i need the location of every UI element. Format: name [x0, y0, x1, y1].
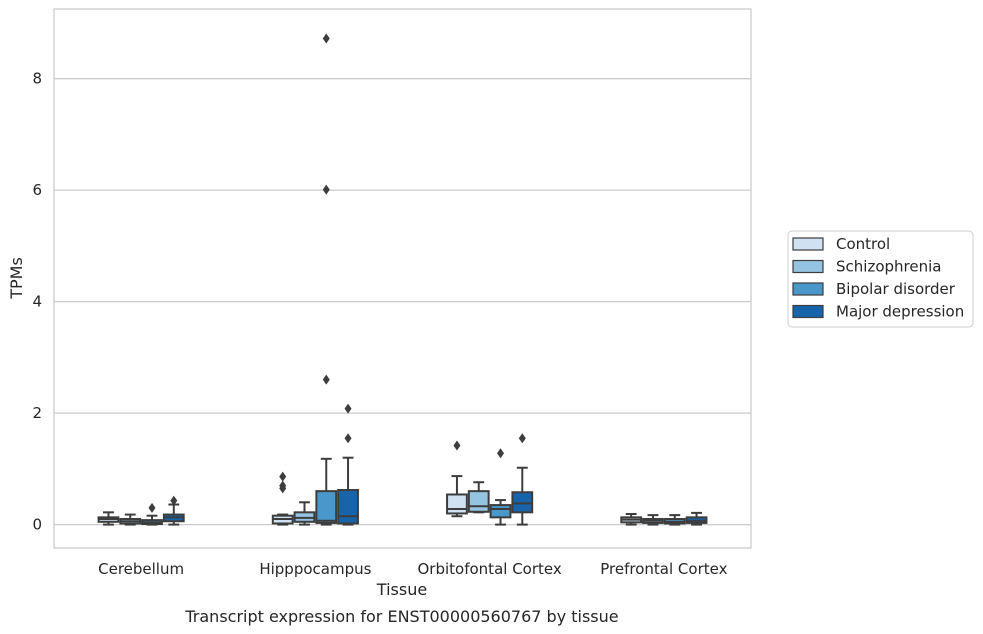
y-tick-labels: 0 2 4 6 8	[32, 70, 42, 534]
outlier-point	[322, 33, 330, 44]
grid-lines	[54, 78, 751, 526]
box-iqr	[489, 504, 512, 519]
outlier-point	[344, 403, 352, 414]
box-major-depression	[337, 403, 359, 526]
legend-swatch	[792, 282, 824, 296]
outlier-point	[279, 480, 287, 491]
box-major-depression	[511, 433, 534, 526]
outlier-point	[279, 471, 287, 482]
legend-item: Schizophrenia	[792, 258, 941, 276]
legend-swatch	[792, 304, 824, 319]
box-major-depression	[162, 495, 185, 526]
box-control	[97, 511, 120, 526]
legend-item: Control	[792, 235, 890, 253]
legend: Control Schizophrenia Bipolar disorder Majo…	[787, 230, 974, 328]
outlier-point	[170, 495, 178, 506]
box-schizophrenia	[642, 514, 664, 526]
box-iqr	[446, 493, 468, 515]
box-schizophrenia	[119, 513, 142, 526]
legend-item: Bipolar disorder	[792, 280, 956, 298]
outlier-point	[344, 433, 352, 444]
y-tick-label: 6	[32, 181, 42, 199]
legend-item: Major depression	[792, 303, 964, 321]
y-tick-label: 2	[32, 404, 42, 422]
box-control	[620, 512, 643, 526]
box-iqr	[337, 489, 359, 525]
legend-swatch	[792, 259, 824, 274]
y-tick-label: 8	[32, 70, 42, 88]
outlier-point	[322, 184, 330, 195]
plot-frame	[53, 8, 752, 549]
box-bipolar-disorder	[141, 502, 163, 526]
x-tick-label: Orbitofontal Cortex	[418, 560, 562, 578]
outlier-point	[453, 440, 461, 451]
box-control	[446, 440, 468, 518]
y-axis-label: TPMs	[7, 257, 26, 300]
box-schizophrenia	[293, 501, 316, 526]
legend-label: Control	[836, 235, 890, 253]
box-iqr	[315, 490, 338, 524]
legend-label: Major depression	[836, 303, 964, 321]
y-tick-label: 0	[32, 516, 42, 534]
box-bipolar-disorder	[315, 33, 338, 526]
box-major-depression	[685, 511, 708, 526]
legend-items: Control Schizophrenia Bipolar disorder Majo…	[792, 235, 964, 321]
chart-caption: Transcript expression for ENST0000056076…	[184, 607, 618, 626]
legend-label: Bipolar disorder	[836, 280, 956, 298]
x-tick-label: Hipppocampus	[259, 560, 371, 578]
x-tick-labels: Cerebellum Hipppocampus Orbitofontal Corte…	[98, 560, 727, 578]
y-tick-label: 4	[32, 293, 42, 311]
x-tick-label: Cerebellum	[98, 560, 184, 578]
box-schizophrenia	[467, 481, 490, 514]
legend-swatch	[792, 237, 824, 251]
box-control	[271, 471, 294, 526]
box-bipolar-disorder	[663, 514, 686, 526]
boxes-layer	[97, 33, 708, 526]
outlier-point	[148, 502, 156, 513]
x-axis-label: Tissue	[376, 580, 427, 599]
x-tick-label: Prefrontal Cortex	[600, 560, 727, 578]
box-iqr	[511, 491, 534, 514]
legend-frame	[787, 230, 974, 328]
outlier-point	[518, 433, 526, 444]
outlier-point	[322, 374, 330, 385]
legend-label: Schizophrenia	[836, 258, 941, 276]
box-bipolar-disorder	[489, 448, 512, 526]
outlier-point	[497, 448, 505, 459]
box-iqr	[467, 490, 490, 513]
